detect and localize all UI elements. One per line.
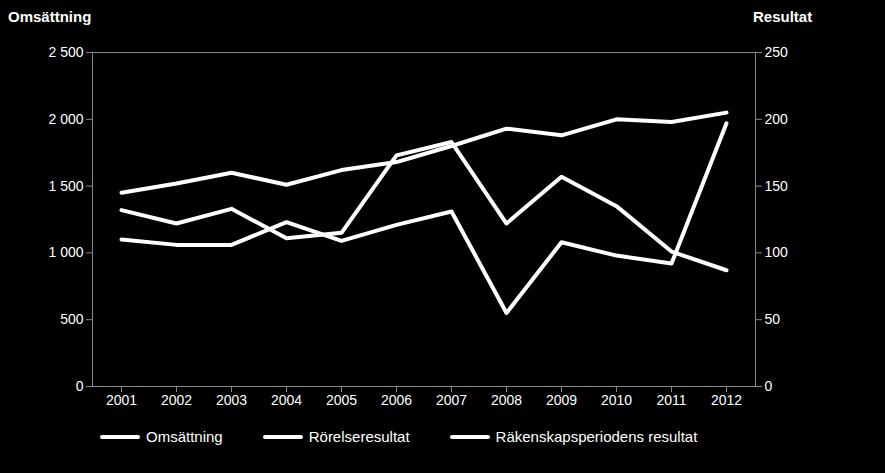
svg-text:1 500: 1 500 [48,178,83,194]
svg-text:2004: 2004 [271,392,302,408]
svg-text:50: 50 [765,311,781,327]
svg-text:2 000: 2 000 [48,111,83,127]
svg-text:2006: 2006 [381,392,412,408]
svg-text:100: 100 [765,244,789,260]
svg-text:2001: 2001 [106,392,137,408]
svg-text:2010: 2010 [601,392,632,408]
html-text:Räkenskapsperiodens resultat: Räkenskapsperiodens resultat [495,428,698,445]
html-text:Omsättning: Omsättning [146,428,223,445]
svg-text:0: 0 [765,378,773,394]
svg-text:2003: 2003 [216,392,247,408]
svg-text:2009: 2009 [546,392,577,408]
html-text:Rörelseresultat: Rörelseresultat [308,428,410,445]
svg-text:200: 200 [765,111,789,127]
svg-text:2011: 2011 [656,392,686,408]
svg-text:150: 150 [765,178,789,194]
svg-text:2008: 2008 [491,392,522,408]
svg-text:2002: 2002 [161,392,192,408]
svg-text:500: 500 [60,311,84,327]
svg-text:0: 0 [76,378,84,394]
svg-text:2 500: 2 500 [48,44,83,60]
svg-text:2005: 2005 [326,392,357,408]
svg-text:2007: 2007 [436,392,467,408]
svg-text:2012: 2012 [711,392,742,408]
html-text:Resultat: Resultat [753,8,813,25]
svg-text:1 000: 1 000 [48,244,83,260]
svg-text:250: 250 [765,44,789,60]
html-text:Omsättning: Omsättning [8,8,92,25]
